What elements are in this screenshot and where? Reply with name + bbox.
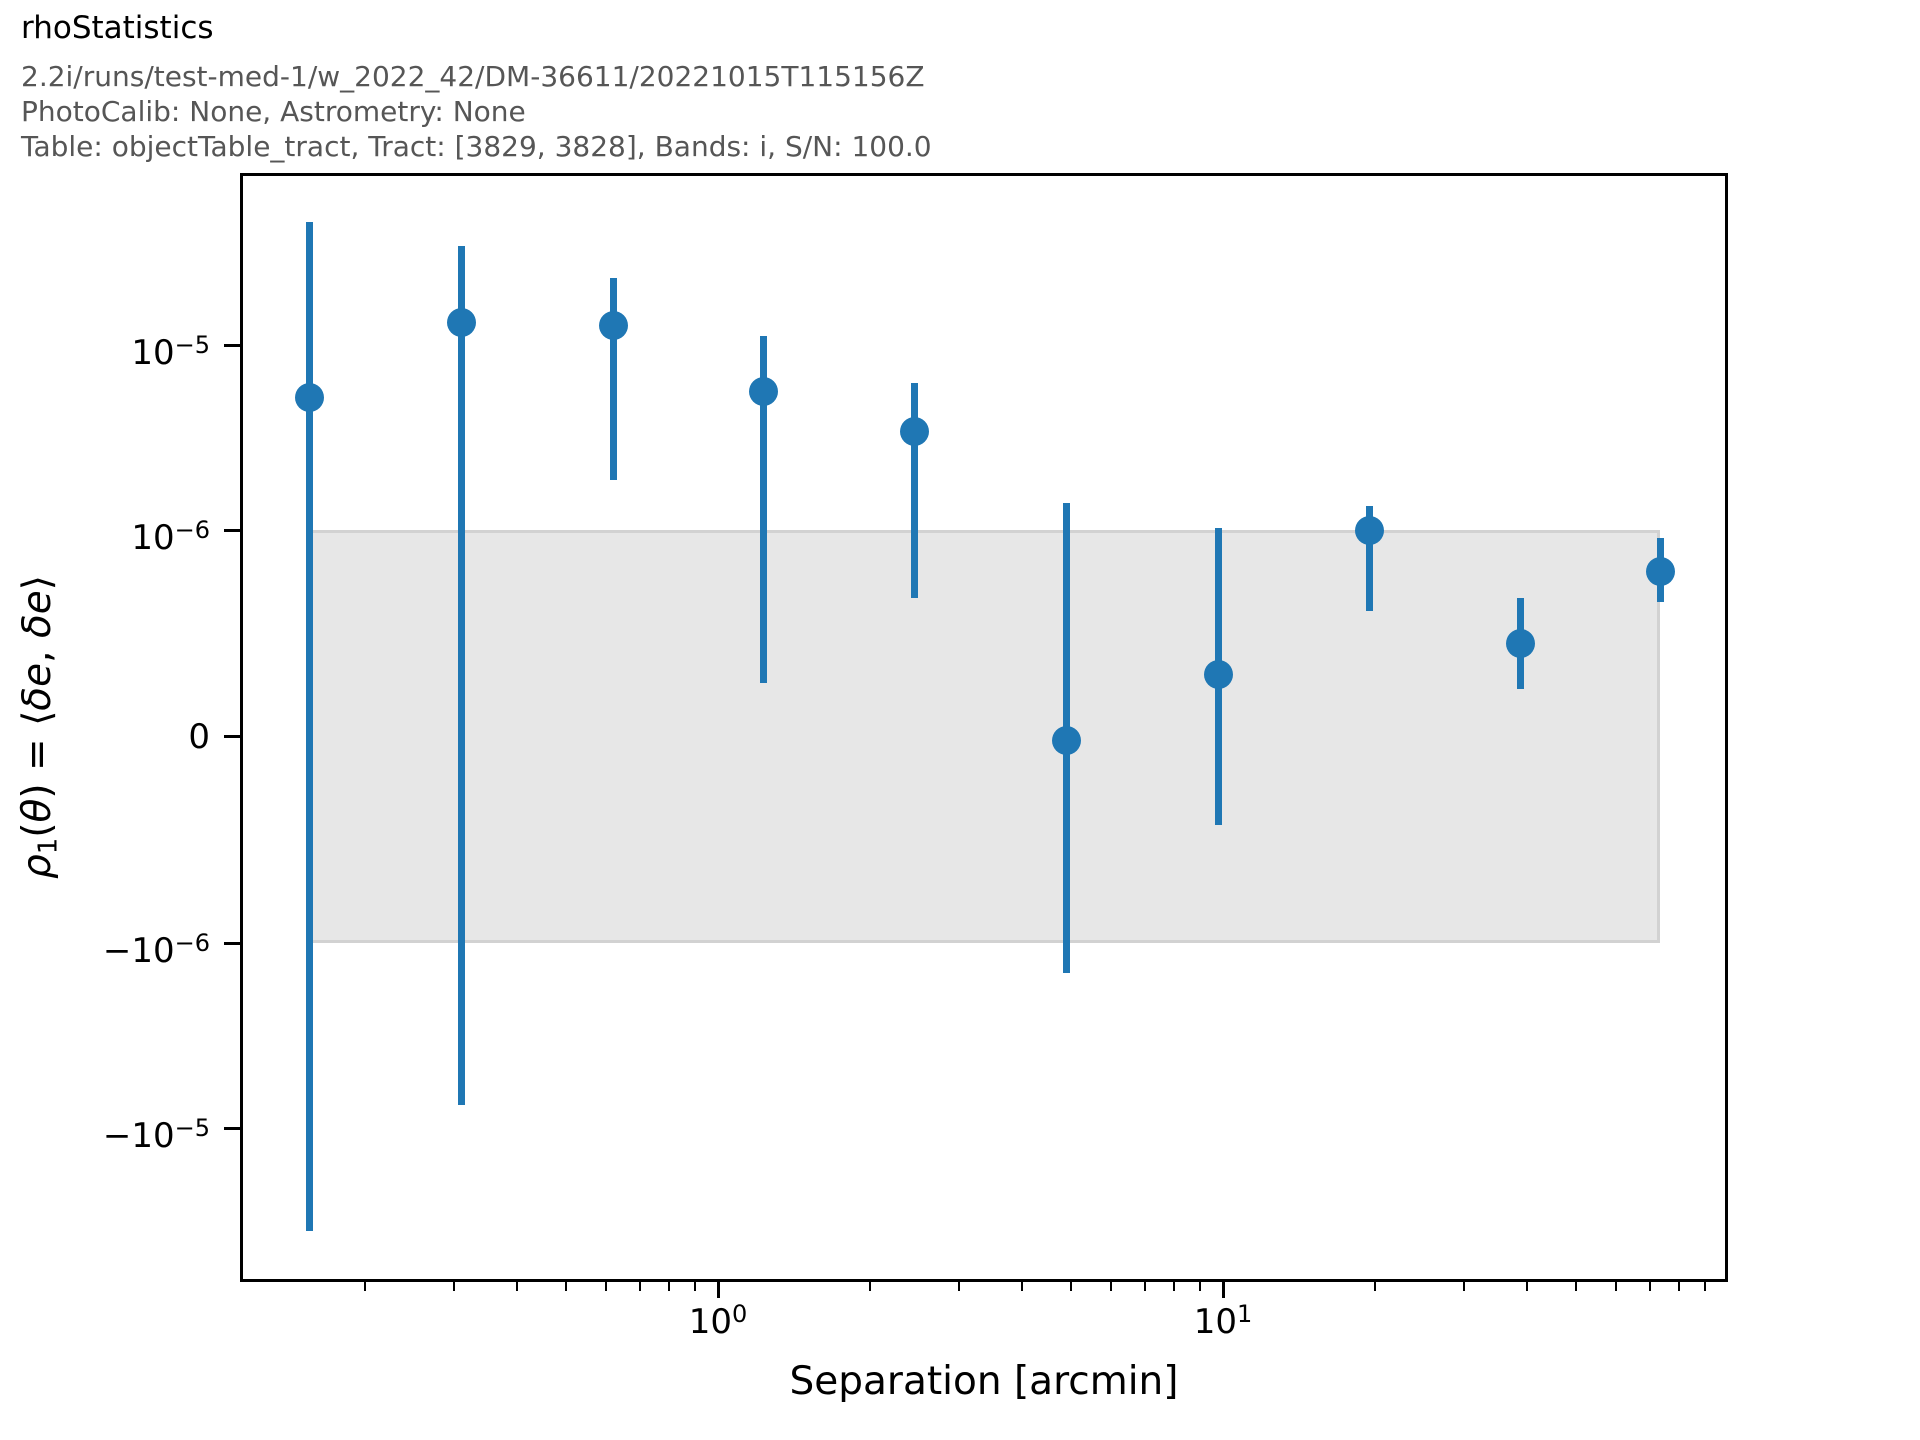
data-point-marker <box>1354 515 1384 545</box>
y-tick-label: −10−5 <box>102 1114 210 1156</box>
x-tick-label: 101 <box>1193 1300 1253 1342</box>
x-minor-tick <box>564 1282 567 1291</box>
run-collection-line: 2.2i/runs/test-med-1/w_2022_42/DM-36611/… <box>21 60 925 93</box>
x-axis-label: Separation [arcmin] <box>789 1359 1179 1404</box>
error-bar <box>1365 505 1373 611</box>
x-minor-tick <box>1198 1282 1201 1291</box>
y-major-tick <box>224 343 240 347</box>
calibration-line: PhotoCalib: None, Astrometry: None <box>21 95 526 128</box>
y-major-tick <box>224 528 240 532</box>
y-tick-label: 0 <box>188 716 210 757</box>
x-minor-tick <box>1574 1282 1577 1291</box>
error-bar <box>609 278 617 480</box>
data-point-marker <box>1645 556 1675 586</box>
error-bar <box>759 335 767 683</box>
data-point-marker <box>1505 629 1535 659</box>
x-minor-tick <box>1021 1282 1024 1291</box>
y-major-tick <box>224 941 240 945</box>
plot-area: Separation [arcmin] ρ1(θ) = ⟨δe, δe⟩ 100… <box>15 173 1728 1404</box>
x-minor-tick <box>364 1282 367 1291</box>
x-minor-tick <box>516 1282 519 1291</box>
figure-subtitle: 2.2i/runs/test-med-1/w_2022_42/DM-36611/… <box>21 59 932 164</box>
x-minor-tick <box>604 1282 607 1291</box>
x-minor-tick <box>693 1282 696 1291</box>
data-point-marker <box>294 383 324 413</box>
x-tick-label: 100 <box>688 1300 748 1342</box>
x-minor-tick <box>1678 1282 1681 1291</box>
y-major-tick <box>224 1126 240 1130</box>
x-minor-tick <box>1143 1282 1146 1291</box>
error-bar <box>457 245 465 1105</box>
x-minor-tick <box>1109 1282 1112 1291</box>
y-tick-label: −10−6 <box>102 929 210 971</box>
y-major-tick <box>224 735 240 738</box>
x-minor-tick <box>869 1282 872 1291</box>
x-minor-tick <box>638 1282 641 1291</box>
table-info-line: Table: objectTable_tract, Tract: [3829, … <box>21 130 932 163</box>
error-bar <box>911 383 919 599</box>
x-major-tick <box>1221 1282 1225 1298</box>
x-minor-tick <box>1374 1282 1377 1291</box>
data-point-marker <box>748 377 778 407</box>
data-point-marker <box>598 310 628 340</box>
x-minor-tick <box>1069 1282 1072 1291</box>
x-minor-tick <box>1462 1282 1465 1291</box>
x-minor-tick <box>452 1282 455 1291</box>
x-minor-tick <box>1614 1282 1617 1291</box>
y-tick-label: 10−5 <box>131 331 210 373</box>
data-point-marker <box>1052 726 1082 756</box>
y-tick-label: 10−6 <box>131 516 210 558</box>
data-point-marker <box>446 308 476 338</box>
data-point-marker <box>900 417 930 447</box>
error-bar <box>305 222 313 1231</box>
data-point-marker <box>1204 660 1234 690</box>
requirement-band <box>309 530 1661 943</box>
x-minor-tick <box>957 1282 960 1291</box>
x-minor-tick <box>1648 1282 1651 1291</box>
x-minor-tick <box>1703 1282 1706 1291</box>
figure-header: rhoStatistics 2.2i/runs/test-med-1/w_202… <box>21 10 932 164</box>
x-major-tick <box>716 1282 720 1298</box>
figure-title: rhoStatistics <box>21 10 214 46</box>
x-minor-tick <box>1173 1282 1176 1291</box>
x-minor-tick <box>1526 1282 1529 1291</box>
x-minor-tick <box>668 1282 671 1291</box>
